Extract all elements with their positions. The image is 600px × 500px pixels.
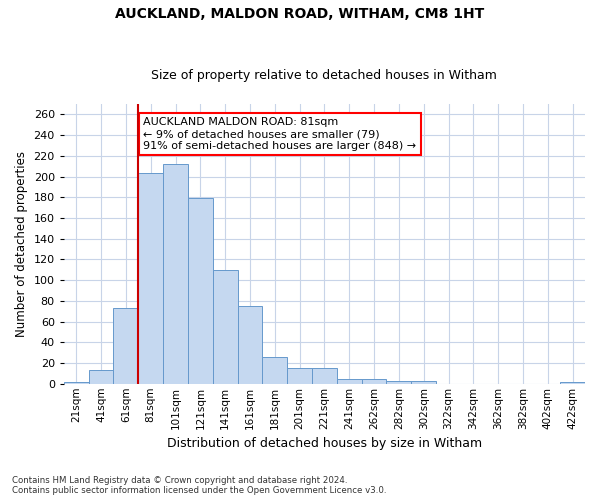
Text: AUCKLAND, MALDON ROAD, WITHAM, CM8 1HT: AUCKLAND, MALDON ROAD, WITHAM, CM8 1HT bbox=[115, 8, 485, 22]
Bar bbox=[138, 174, 163, 384]
Bar bbox=[362, 378, 386, 384]
Bar bbox=[287, 368, 312, 384]
Bar bbox=[113, 308, 138, 384]
Text: Contains HM Land Registry data © Crown copyright and database right 2024.
Contai: Contains HM Land Registry data © Crown c… bbox=[12, 476, 386, 495]
Title: Size of property relative to detached houses in Witham: Size of property relative to detached ho… bbox=[151, 69, 497, 82]
Text: AUCKLAND MALDON ROAD: 81sqm
← 9% of detached houses are smaller (79)
91% of semi: AUCKLAND MALDON ROAD: 81sqm ← 9% of deta… bbox=[143, 118, 416, 150]
Bar bbox=[337, 378, 362, 384]
Bar bbox=[163, 164, 188, 384]
Bar bbox=[213, 270, 238, 384]
Bar bbox=[386, 380, 411, 384]
Bar bbox=[262, 357, 287, 384]
Bar bbox=[89, 370, 113, 384]
X-axis label: Distribution of detached houses by size in Witham: Distribution of detached houses by size … bbox=[167, 437, 482, 450]
Y-axis label: Number of detached properties: Number of detached properties bbox=[15, 151, 28, 337]
Bar bbox=[312, 368, 337, 384]
Bar bbox=[188, 198, 213, 384]
Bar bbox=[238, 306, 262, 384]
Bar bbox=[64, 382, 89, 384]
Bar bbox=[560, 382, 585, 384]
Bar bbox=[411, 380, 436, 384]
